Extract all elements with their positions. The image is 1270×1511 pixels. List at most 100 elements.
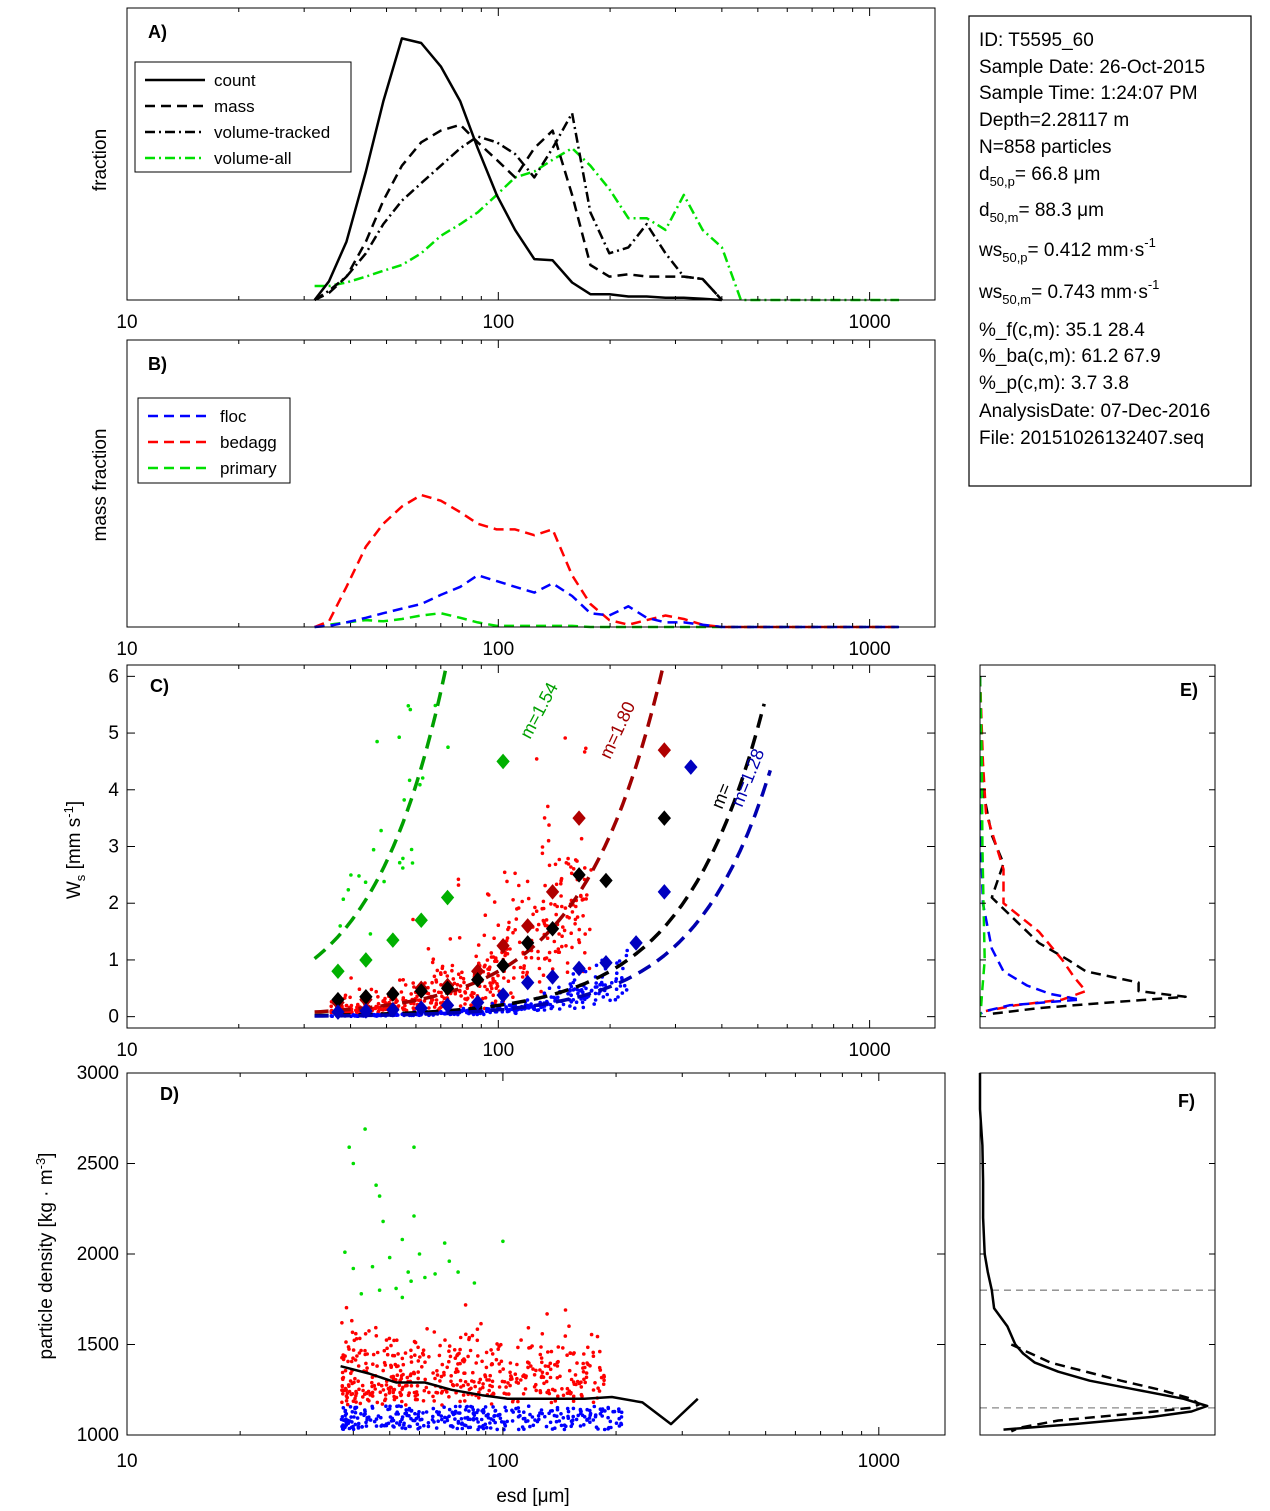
panel-c-point xyxy=(440,966,445,971)
panel-d-point xyxy=(431,1394,435,1399)
panel-c-point xyxy=(539,989,543,994)
panel-c-point xyxy=(458,1004,463,1008)
panel-d-point xyxy=(479,1417,484,1422)
panel-d-point xyxy=(490,1384,495,1389)
panel-c-point xyxy=(571,867,576,871)
panel-c-point xyxy=(615,961,619,965)
panel-c-point xyxy=(546,804,550,809)
panel-c-point xyxy=(485,958,490,962)
panel-a-xtick-label: 1000 xyxy=(848,312,890,333)
panel-d-point xyxy=(347,1347,351,1351)
panel-c-point xyxy=(492,900,497,904)
panel-d-xtick-label: 1000 xyxy=(858,1451,900,1472)
panel-d-point xyxy=(387,1336,392,1341)
panel-e-line-all xyxy=(980,676,1187,1016)
panel-c-xtick-label: 10 xyxy=(116,1040,137,1061)
panel-c-point xyxy=(513,928,517,932)
panel-c-point xyxy=(521,970,525,975)
panel-d-point xyxy=(347,1145,352,1149)
panel-d-point xyxy=(359,1412,363,1416)
panel-d-ytick-label: 2000 xyxy=(77,1244,119,1265)
panel-d-point xyxy=(477,1425,482,1429)
panel-c-point xyxy=(411,917,415,922)
panel-c-point xyxy=(461,976,466,981)
panel-d-point xyxy=(348,1379,353,1383)
panel-d-point xyxy=(548,1409,553,1413)
panel-c-point xyxy=(547,950,552,955)
panel-d-point xyxy=(449,1374,454,1378)
panel-d-point xyxy=(532,1373,537,1377)
panel-d-point xyxy=(395,1421,399,1425)
panel-c-point xyxy=(585,893,589,897)
panel-d-point xyxy=(454,1367,459,1371)
panel-d-point xyxy=(392,1387,396,1392)
panel-d-point xyxy=(433,1272,437,1276)
panel-d-point xyxy=(595,1334,600,1339)
panel-d-point xyxy=(458,1411,462,1415)
panel-c-point xyxy=(401,996,406,1000)
panel-d-point xyxy=(409,1416,413,1421)
panel-d-point xyxy=(571,1414,575,1419)
panel-c-point xyxy=(529,955,534,960)
panel-c-point xyxy=(580,898,585,902)
panel-c-binned-mean-all xyxy=(386,986,400,1002)
panel-c-point xyxy=(543,883,547,888)
panel-c-point xyxy=(432,1005,437,1009)
panel-d-point xyxy=(514,1380,519,1384)
panel-c-point xyxy=(462,980,466,985)
panel-c-point xyxy=(514,1011,518,1016)
panel-e-axes xyxy=(979,664,1216,1029)
panel-c-point xyxy=(577,927,582,932)
panel-d-point xyxy=(381,1219,385,1224)
panel-d-point xyxy=(442,1241,447,1245)
panel-c-point xyxy=(599,981,604,985)
panel-d-point xyxy=(556,1359,560,1364)
panel-c-point xyxy=(448,937,453,941)
panel-d-point xyxy=(424,1385,429,1390)
panel-d-point xyxy=(503,1422,507,1427)
panel-d-point xyxy=(370,1390,375,1395)
panel-c-point xyxy=(496,923,501,927)
panel-d-point xyxy=(363,1348,367,1353)
panel-d-point xyxy=(553,1399,558,1403)
panel-d-point xyxy=(489,1348,493,1352)
panel-d-point xyxy=(524,1374,528,1378)
panel-c-point xyxy=(398,978,402,982)
panel-d-point xyxy=(458,1399,462,1404)
panel-c-binned-mean-floc xyxy=(545,969,560,985)
panel-d-point xyxy=(464,1332,468,1337)
panel-c-point xyxy=(379,828,383,833)
panel-c-point xyxy=(554,996,558,1000)
panel-c-point xyxy=(490,986,494,991)
panel-d-point xyxy=(540,1370,545,1375)
panel-d-point xyxy=(409,1360,414,1364)
panel-c-point xyxy=(329,1004,334,1009)
info-ws50-m: ws50,m= 0.743 mm·s-1 xyxy=(978,277,1159,307)
panel-c-point xyxy=(550,967,555,971)
panel-d-point xyxy=(341,1406,346,1410)
panel-d-point xyxy=(486,1412,490,1417)
panel-d-point xyxy=(413,1353,417,1357)
panel-c-point xyxy=(459,994,463,998)
panel-d-point xyxy=(395,1373,400,1377)
panel-d-point xyxy=(355,1354,359,1358)
panel-d-point xyxy=(574,1417,579,1422)
panel-d-point xyxy=(475,1327,480,1331)
panel-d-point xyxy=(559,1412,563,1416)
panel-d-point xyxy=(459,1417,464,1421)
panel-c-binned-mean-primary xyxy=(414,912,428,929)
panel-d-point xyxy=(456,1421,461,1425)
panel-d-point xyxy=(374,1417,379,1421)
panel-c-point xyxy=(485,987,490,992)
panel-c-point xyxy=(489,951,494,955)
panel-d-point xyxy=(417,1252,422,1256)
panel-d-point xyxy=(534,1388,538,1393)
panel-c-point xyxy=(624,988,629,992)
panel-d-point xyxy=(421,1411,425,1415)
panel-c-point xyxy=(434,980,439,984)
panel-c-point xyxy=(520,899,524,904)
panel-c-point xyxy=(536,949,540,954)
panel-d-point xyxy=(538,1368,542,1372)
panel-c-point xyxy=(625,948,629,953)
panel-d-point xyxy=(516,1427,521,1432)
